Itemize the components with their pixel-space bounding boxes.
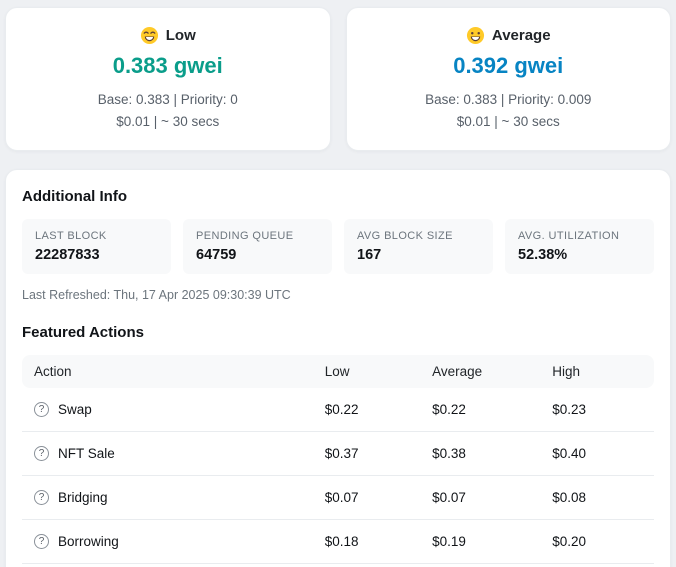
table-row-borrowing: ? Borrowing $0.18 $0.19 $0.20 [22, 519, 654, 564]
gas-card-average: Average 0.392 gwei Base: 0.383 | Priorit… [345, 7, 671, 151]
price-high: $0.40 [540, 431, 654, 476]
partial-next-row [22, 564, 654, 567]
price-average: $0.19 [420, 519, 541, 564]
last-refreshed-text: Last Refreshed: Thu, 17 Apr 2025 09:30:3… [22, 287, 291, 302]
action-label: Bridging [58, 489, 108, 505]
stat-avg-block-size-label: AVG BLOCK SIZE [357, 229, 453, 242]
table-row-bridging: ? Bridging $0.07 $0.07 $0.08 [22, 475, 654, 520]
stats-row: LAST BLOCK 22287833 PENDING QUEUE 64759 … [22, 218, 654, 274]
price-low: $0.07 [312, 475, 421, 520]
gas-price-average: 0.392 gwei [453, 53, 564, 78]
stat-avg-utilization: AVG. UTILIZATION 52.38% [505, 218, 654, 274]
gas-price-low: 0.383 gwei [112, 53, 223, 78]
table-header-row: Action Low Average High [22, 354, 654, 388]
price-high: $0.20 [540, 519, 654, 564]
gas-tier-label-average: Average [491, 27, 551, 44]
featured-actions-title: Featured Actions [22, 323, 144, 341]
stat-last-block: LAST BLOCK 22287833 [22, 218, 171, 274]
help-icon[interactable]: ? [34, 401, 49, 417]
additional-info-title: Additional Info [22, 187, 127, 205]
column-header-high: High [540, 354, 654, 388]
price-low: $0.22 [312, 387, 421, 432]
stat-avg-block-size-value: 167 [357, 246, 382, 263]
table-row-swap: ? Swap $0.22 $0.22 $0.23 [22, 387, 654, 432]
gas-tier-cards: Low 0.383 gwei Base: 0.383 | Priority: 0… [5, 7, 671, 151]
stat-pending-queue-value: 64759 [196, 246, 237, 263]
stat-avg-block-size: AVG BLOCK SIZE 167 [344, 218, 493, 274]
stat-pending-queue-label: PENDING QUEUE [196, 229, 294, 242]
price-high: $0.08 [540, 475, 654, 520]
beaming-face-emoji-icon [140, 26, 158, 45]
column-header-low: Low [312, 354, 421, 388]
price-low: $0.18 [312, 519, 421, 564]
price-average: $0.07 [420, 475, 541, 520]
action-label: Borrowing [58, 533, 119, 549]
price-average: $0.38 [420, 431, 541, 476]
help-icon[interactable]: ? [34, 533, 49, 549]
table-row-nft-sale: ? NFT Sale $0.37 $0.38 $0.40 [22, 431, 654, 476]
additional-info-card: Additional Info LAST BLOCK 22287833 PEND… [5, 168, 671, 567]
stat-pending-queue: PENDING QUEUE 64759 [183, 218, 332, 274]
stat-avg-utilization-value: 52.38% [518, 246, 568, 263]
price-high: $0.23 [540, 387, 654, 432]
help-icon[interactable]: ? [34, 489, 49, 505]
column-header-average: Average [420, 354, 541, 388]
featured-actions-table: Action Low Average High ? Swap $0.22 $0.… [22, 354, 654, 564]
stat-last-block-label: LAST BLOCK [35, 229, 107, 242]
gas-average-cost-time: $0.01 | ~ 30 secs [456, 114, 560, 130]
gas-card-average-title: Average [466, 26, 551, 45]
grinning-face-emoji-icon [466, 26, 484, 45]
action-label: Swap [58, 401, 92, 417]
help-icon[interactable]: ? [34, 445, 49, 461]
action-label: NFT Sale [58, 445, 115, 461]
gas-tier-label-low: Low [165, 27, 196, 44]
gas-low-cost-time: $0.01 | ~ 30 secs [116, 114, 220, 130]
price-low: $0.37 [312, 431, 421, 476]
price-average: $0.22 [420, 387, 541, 432]
gas-card-low: Low 0.383 gwei Base: 0.383 | Priority: 0… [5, 7, 331, 151]
gas-card-low-title: Low [140, 26, 196, 45]
stat-avg-utilization-label: AVG. UTILIZATION [518, 229, 620, 242]
gas-low-base-priority: Base: 0.383 | Priority: 0 [97, 92, 238, 107]
column-header-action: Action [22, 354, 313, 388]
stat-last-block-value: 22287833 [35, 246, 100, 263]
gas-average-base-priority: Base: 0.383 | Priority: 0.009 [425, 92, 592, 107]
